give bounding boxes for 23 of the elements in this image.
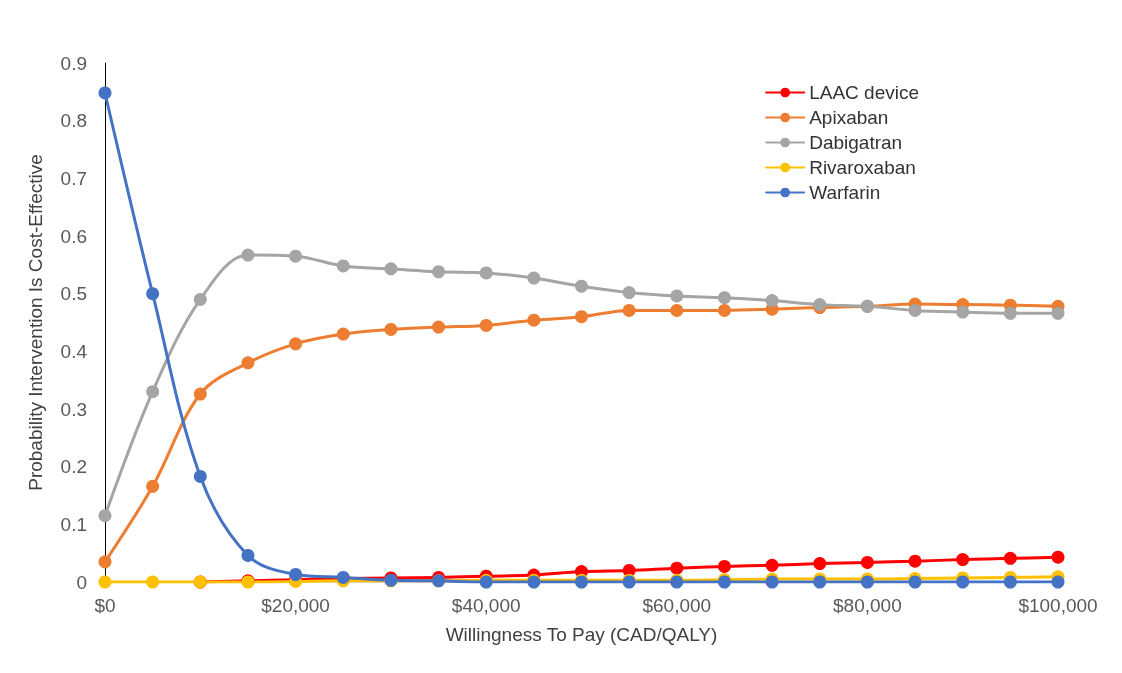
x-tick-label: $60,000 (642, 595, 712, 616)
y-tick-label: 0.3 (60, 398, 87, 420)
legend-label: Warfarin (809, 182, 881, 203)
x-tick-label: $80,000 (833, 595, 902, 616)
y-tick-label: 0.6 (60, 225, 87, 247)
y-tick-label: 0.4 (60, 340, 88, 362)
x-tick-label: $40,000 (451, 595, 521, 616)
legend-label: LAAC device (809, 82, 920, 103)
x-tick-label: $20,000 (261, 595, 330, 616)
x-tick-label: $0 (94, 595, 116, 616)
y-tick-label: 0.7 (60, 167, 87, 189)
legend-label: Apixaban (809, 107, 889, 128)
x-axis-title: Willingness To Pay (CAD/QALY) (445, 624, 718, 645)
y-tick-label: 0.5 (60, 283, 87, 305)
y-tick-label: 0 (76, 571, 87, 593)
y-tick-label: 0.8 (60, 110, 87, 132)
legend-label: Rivaroxaban (809, 157, 916, 178)
y-axis-title: Probability Intervention Is Cost-Effective (25, 154, 46, 491)
x-tick-label: $100,000 (1018, 595, 1098, 616)
y-tick-label: 0.1 (60, 513, 87, 535)
legend-label: Dabigatran (809, 132, 903, 153)
y-tick-label: 0.2 (60, 456, 87, 478)
y-tick-label: 0.9 (60, 52, 87, 74)
